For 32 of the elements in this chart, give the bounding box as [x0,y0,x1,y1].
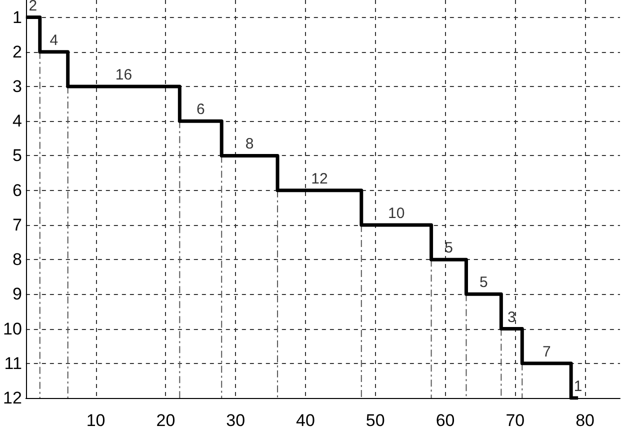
annotation: 1 [574,378,582,395]
y-tick-label: 11 [4,354,22,373]
annotation: 6 [196,101,205,118]
y-tick-label: 5 [12,146,22,166]
x-tick-label: 70 [506,411,525,430]
x-tick-label: 80 [576,411,595,430]
annotation: 16 [115,66,132,84]
x-tick-label: 10 [86,411,106,430]
annotation: 5 [444,240,453,257]
y-tick-label: 1 [12,8,22,27]
y-tick-label: 12 [2,388,22,408]
x-tick-label: 60 [436,411,455,430]
annotation: 3 [507,308,516,326]
annotation: 8 [245,136,254,153]
annotation: 5 [480,274,488,292]
annotation: 12 [311,170,328,188]
x-tick-label: 20 [156,411,176,430]
annotation: 7 [542,343,551,360]
y-tick-label: 2 [12,42,22,62]
y-tick-label: 8 [12,250,22,270]
y-tick-label: 10 [2,319,22,338]
x-tick-label: 50 [366,411,385,430]
y-tick-label: 7 [12,215,22,234]
y-tick-label: 3 [12,77,22,96]
y-tick-label: 6 [12,180,22,200]
x-tick-label: 40 [296,411,315,430]
annotation: 2 [28,0,38,14]
y-tick-label: 4 [12,112,22,131]
x-tick-label: 30 [226,411,246,430]
y-tick-label: 9 [12,284,22,304]
annotation: 4 [50,32,58,49]
annotation: 10 [388,204,405,222]
